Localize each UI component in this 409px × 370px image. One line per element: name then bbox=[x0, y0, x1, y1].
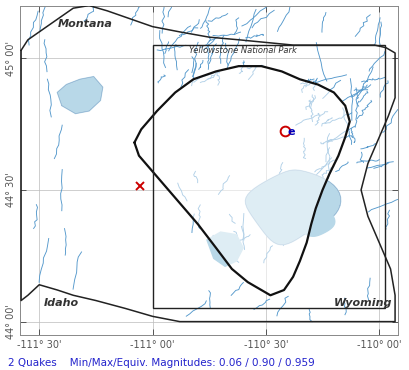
Text: e: e bbox=[287, 127, 294, 137]
Polygon shape bbox=[207, 232, 243, 266]
Polygon shape bbox=[57, 77, 102, 114]
Text: Montana: Montana bbox=[57, 18, 112, 28]
Polygon shape bbox=[134, 66, 349, 295]
Polygon shape bbox=[296, 207, 334, 236]
Bar bbox=[152, 45, 384, 309]
Text: Idaho: Idaho bbox=[44, 298, 79, 308]
Polygon shape bbox=[245, 170, 340, 245]
Text: 2 Quakes    Min/Max/Equiv. Magnitudes: 0.06 / 0.90 / 0.959: 2 Quakes Min/Max/Equiv. Magnitudes: 0.06… bbox=[8, 358, 314, 368]
Text: Wyoming: Wyoming bbox=[333, 298, 391, 308]
Text: Yellowstone National Park: Yellowstone National Park bbox=[189, 46, 297, 55]
